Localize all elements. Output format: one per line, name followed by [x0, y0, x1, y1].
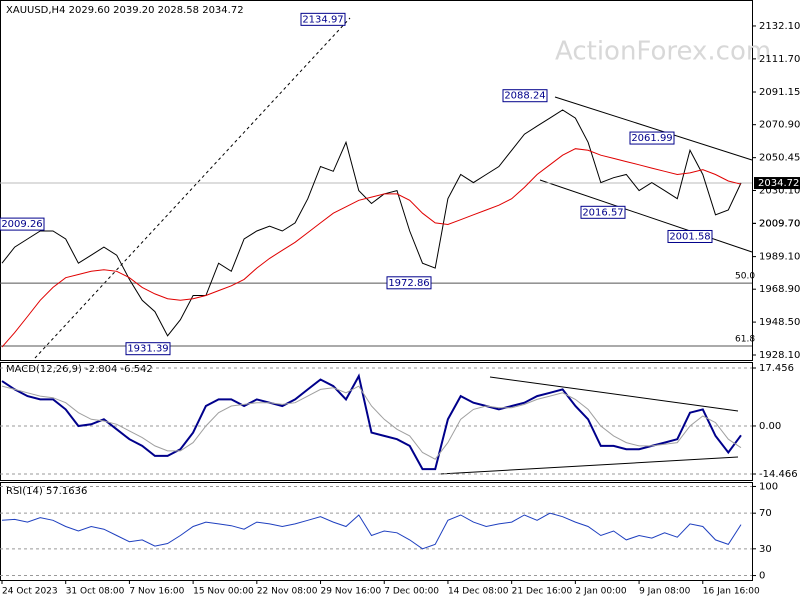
y-tick-label: 1928.10 — [759, 350, 800, 361]
annotation-box — [0, 217, 45, 231]
x-tick-label: 29 Nov 16:00 — [321, 587, 382, 597]
annotation-label: 2016.57 — [582, 207, 623, 218]
y-tick-label: 0 — [759, 571, 765, 582]
x-tick-label: 16 Jan 16:00 — [703, 587, 760, 597]
x-tick-label: 15 Nov 00:00 — [193, 587, 254, 597]
annotation-box — [580, 205, 626, 219]
channel-line — [554, 96, 753, 161]
macd-panel — [0, 362, 753, 481]
y-tick-label: 0.00 — [759, 421, 781, 432]
x-tick-label: 21 Dec 16:00 — [512, 587, 573, 597]
x-tick-label: 31 Oct 08:00 — [66, 587, 125, 597]
y-tick-label: 2009.70 — [759, 218, 800, 229]
annotation-box — [125, 342, 171, 356]
series-line — [1, 109, 742, 337]
x-tick-label: 14 Dec 08:00 — [448, 587, 509, 597]
y-tick-label: 1968.90 — [759, 284, 800, 295]
x-tick-label: 9 Jan 08:00 — [639, 587, 691, 597]
y-tick-label: 2091.15 — [759, 87, 800, 98]
rsi-panel — [0, 482, 753, 581]
annotation-label: 2001.58 — [669, 231, 710, 242]
series-line — [1, 512, 742, 550]
x-tick-label: 22 Nov 08:00 — [257, 587, 318, 597]
y-tick-label: -14.466 — [759, 469, 798, 480]
annotation-box — [629, 131, 675, 145]
macd-title: MACD(12,26,9) -2.804 -6.542 — [6, 364, 153, 375]
y-tick-label: 2132.10 — [759, 21, 800, 32]
x-tick-label: 7 Nov 16:00 — [129, 587, 184, 597]
fib-label: 50.0 — [735, 272, 755, 282]
y-tick-label: 2009.70 — [759, 218, 800, 229]
series-line — [1, 385, 742, 460]
annotation-label: 1931.39 — [127, 344, 168, 355]
series-line — [1, 148, 742, 348]
last-price-label: 2034.72 — [758, 178, 799, 189]
y-tick-label: 100 — [759, 481, 778, 492]
last-price-box — [754, 177, 800, 190]
annotation-label: 2088.24 — [504, 91, 545, 102]
y-tick-label: 17.456 — [759, 363, 794, 374]
watermark: ActionForex.com — [555, 37, 771, 67]
y-tick-label: 30 — [759, 544, 772, 555]
x-tick-label: 7 Dec 00:00 — [384, 587, 439, 597]
trendline — [489, 376, 739, 412]
y-tick-label: 2050.45 — [759, 153, 800, 164]
y-tick-label: 2030.10 — [759, 185, 800, 196]
x-tick-label: 2 Jan 00:00 — [575, 587, 627, 597]
rsi-title: RSI(14) 57.1636 — [6, 486, 87, 497]
annotation-box — [667, 229, 713, 243]
trendline — [439, 456, 739, 475]
x-tick-label: 24 Oct 2023 — [2, 587, 58, 597]
annotation-label: 2009.26 — [1, 219, 42, 230]
price-panel — [0, 0, 753, 361]
y-tick-label: 2111.70 — [759, 54, 800, 65]
y-tick-label: 1948.50 — [759, 317, 800, 328]
annotation-box — [502, 89, 548, 103]
price-title: XAUUSD,H4 2029.60 2039.20 2028.58 2034.7… — [6, 5, 244, 16]
annotation-box — [386, 276, 432, 290]
annotation-box — [300, 12, 346, 26]
trendline — [34, 17, 351, 359]
annotation-label: 2061.99 — [631, 133, 672, 144]
y-tick-label: 1989.10 — [759, 252, 800, 263]
annotation-label: 2134.97 — [302, 14, 343, 25]
fib-label: 61.8 — [735, 334, 755, 344]
annotation-label: 1972.86 — [388, 278, 429, 289]
y-tick-label: 70 — [759, 508, 772, 519]
series-line — [1, 373, 742, 471]
channel-line — [539, 179, 753, 253]
y-tick-label: 2070.90 — [759, 120, 800, 131]
